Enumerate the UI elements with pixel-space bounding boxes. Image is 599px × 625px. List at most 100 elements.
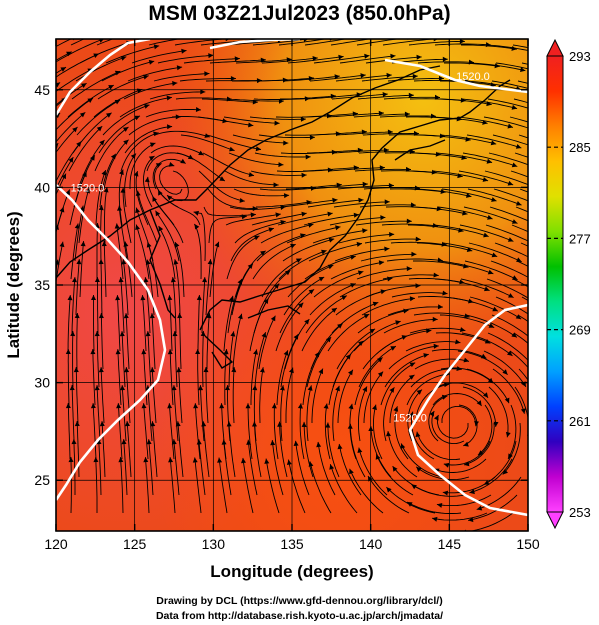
streamline <box>388 345 439 370</box>
streamline-arrow <box>22 439 27 444</box>
streamline-arrow <box>121 259 127 265</box>
wind-streamlines <box>18 21 571 531</box>
streamline-arrow <box>245 403 251 409</box>
streamline <box>285 367 294 423</box>
streamline-arrow <box>541 204 547 209</box>
streamline <box>249 116 306 120</box>
streamline-arrow <box>406 218 412 224</box>
streamline-arrow <box>341 295 347 301</box>
streamline-arrow <box>386 431 391 437</box>
streamline-arrow <box>202 277 208 283</box>
streamline-arrow <box>119 169 124 176</box>
streamline <box>408 40 465 46</box>
streamline-arrow <box>308 76 314 81</box>
streamline-arrow <box>150 421 156 427</box>
streamline <box>331 93 388 100</box>
streamline-arrow <box>512 275 518 280</box>
streamline <box>309 283 356 316</box>
streamline-arrow <box>19 457 24 462</box>
y-tick-label: 35 <box>34 277 50 293</box>
streamline-arrow <box>487 215 493 220</box>
streamline-arrow <box>71 439 77 445</box>
streamline <box>118 169 124 226</box>
streamline <box>177 421 184 478</box>
streamline <box>56 206 64 235</box>
streamline-arrow <box>155 210 161 217</box>
streamline-arrow <box>455 339 461 345</box>
streamline <box>305 93 362 100</box>
streamline <box>514 152 528 158</box>
x-tick-label: 150 <box>516 536 540 552</box>
streamline <box>358 447 388 496</box>
streamline-arrow <box>226 421 232 427</box>
streamline-arrow <box>379 165 385 171</box>
streamline-arrow <box>90 403 96 409</box>
streamline-arrow <box>158 190 163 196</box>
streamline <box>235 58 292 64</box>
streamline <box>228 331 235 388</box>
streamline-arrow <box>90 21 96 26</box>
streamline <box>357 94 414 100</box>
streamline <box>137 190 158 244</box>
streamline-arrow <box>378 260 385 266</box>
streamline-arrow <box>476 400 482 406</box>
streamline <box>356 39 400 46</box>
streamline <box>169 349 174 406</box>
streamline-arrow <box>198 385 204 391</box>
streamline-arrow <box>246 439 252 445</box>
streamline <box>306 336 332 388</box>
streamline-arrow <box>297 403 303 409</box>
streamline-arrow <box>565 265 571 270</box>
streamline <box>158 225 176 280</box>
streamline-arrow <box>61 173 66 180</box>
streamline-arrow <box>356 241 362 247</box>
streamline-arrow <box>87 98 93 103</box>
streamline-arrow <box>290 243 296 249</box>
streamline-arrow <box>145 331 151 337</box>
streamline-arrow <box>176 367 182 373</box>
streamline-arrow <box>247 263 253 269</box>
streamline-arrow <box>331 308 337 313</box>
streamline <box>147 385 153 442</box>
streamline <box>205 259 212 316</box>
streamline-arrow <box>388 183 394 188</box>
streamline <box>18 403 19 459</box>
streamline <box>354 357 383 406</box>
streamline-arrow <box>46 331 51 336</box>
streamline-arrow <box>293 334 299 340</box>
streamline-arrow <box>335 385 340 392</box>
streamline <box>299 403 305 460</box>
streamline <box>441 405 477 427</box>
streamline-arrow <box>490 140 497 146</box>
streamline <box>75 259 80 316</box>
streamline <box>411 411 435 460</box>
streamline-arrow <box>357 270 364 276</box>
streamline <box>96 330 100 388</box>
streamline-arrow <box>96 126 103 132</box>
streamline-arrow <box>21 385 26 390</box>
streamline <box>93 295 95 352</box>
streamline <box>155 210 180 262</box>
streamline-arrow <box>259 367 265 373</box>
streamline <box>52 421 53 477</box>
streamline <box>176 152 226 182</box>
streamline <box>257 77 314 82</box>
streamline <box>486 44 528 51</box>
streamline-arrow <box>230 331 236 337</box>
streamline-arrow <box>168 162 175 167</box>
streamline <box>306 149 363 154</box>
streamline-arrow <box>101 241 107 247</box>
streamline-arrow <box>318 277 325 282</box>
streamline-arrow <box>327 264 334 270</box>
streamline-arrow <box>469 489 475 495</box>
streamline <box>390 241 447 246</box>
streamline <box>229 206 286 210</box>
x-tick-label: 135 <box>280 536 304 552</box>
streamline <box>434 43 491 46</box>
streamline <box>273 403 279 460</box>
streamline <box>336 131 393 136</box>
streamline <box>275 302 304 352</box>
streamline <box>410 368 462 388</box>
streamline <box>406 373 451 406</box>
streamline-arrow <box>65 403 71 409</box>
